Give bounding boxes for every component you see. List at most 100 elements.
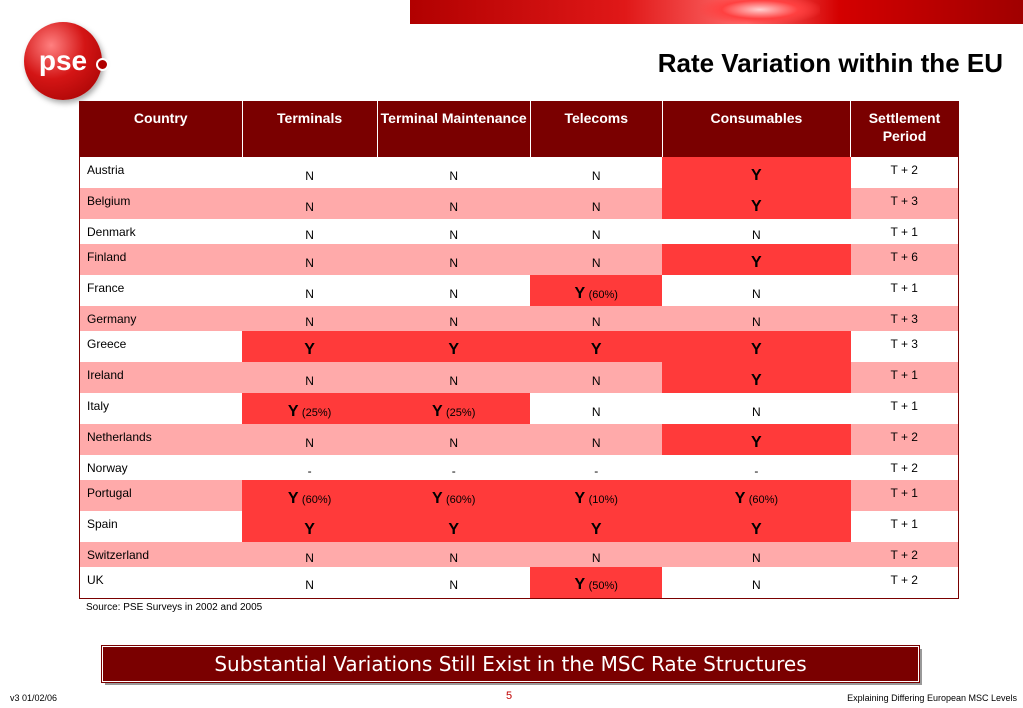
country-cell: Italy	[79, 393, 242, 424]
table-row: France N N Y (60%) N T + 1	[79, 275, 959, 306]
terminals-cell: N	[242, 244, 378, 275]
cell-value: N	[305, 578, 314, 593]
yes-value: Y	[751, 520, 762, 538]
country-cell: Belgium	[79, 188, 242, 219]
cell-value: N	[591, 227, 601, 242]
table-row: Spain Y Y Y Y T + 1	[79, 511, 959, 542]
yes-value: Y	[287, 402, 299, 420]
col-terminals: Terminals	[241, 101, 378, 157]
telecoms-cell: Y	[530, 331, 663, 362]
consumables-cell: Y	[662, 511, 851, 542]
pse-logo: pse	[24, 22, 102, 100]
maintenance-cell: N	[377, 542, 531, 567]
settlement-period-cell: T + 2	[850, 567, 959, 598]
yes-value: Y	[734, 489, 746, 507]
cell-value: N	[449, 550, 459, 565]
settlement-period-cell: T + 1	[850, 511, 959, 542]
cell-value: N	[449, 286, 459, 301]
cell-value: N	[591, 404, 601, 419]
cell-value: N	[752, 550, 761, 565]
table-row: Ireland N N N Y T + 1	[79, 362, 959, 393]
settlement-period-cell: T + 3	[850, 188, 959, 219]
percentage-label: (60%)	[301, 493, 332, 506]
maintenance-cell: N	[377, 362, 531, 393]
telecoms-cell: -	[530, 455, 663, 480]
percentage-label: (25%)	[446, 406, 476, 419]
rate-table: Country Terminals Terminal Maintenance T…	[79, 101, 959, 599]
col-terminal-maintenance: Terminal Maintenance	[376, 101, 531, 157]
terminals-cell: -	[242, 455, 378, 480]
cell-value: N	[752, 404, 761, 419]
terminals-cell: Y	[242, 331, 378, 362]
table-row: Belgium N N N Y T + 3	[79, 188, 959, 219]
country-cell: France	[79, 275, 242, 306]
country-cell: Austria	[79, 157, 242, 188]
cell-value: N	[591, 435, 601, 450]
consumables-cell: Y	[662, 157, 851, 188]
cell-value: N	[752, 578, 761, 593]
table-row: Finland N N N Y T + 6	[79, 244, 959, 275]
cell-value: -	[451, 463, 456, 478]
col-telecoms: Telecoms	[529, 101, 663, 157]
yes-value: Y	[448, 340, 460, 358]
cell-value: N	[449, 578, 459, 593]
footer-caption: Explaining Differing European MSC Levels	[847, 693, 1017, 703]
table-row: Switzerland N N N N T + 2	[79, 542, 959, 567]
settlement-period-cell: T + 1	[850, 275, 959, 306]
yes-value: Y	[432, 489, 443, 507]
settlement-period-cell: T + 2	[850, 424, 959, 455]
settlement-period-cell: T + 1	[850, 480, 959, 511]
maintenance-cell: Y	[377, 331, 531, 362]
table-body: Austria N N N Y T + 2 Belgium N N N Y T + 3 Denmark N…	[79, 157, 959, 598]
consumables-cell: Y	[662, 331, 851, 362]
yes-value: Y	[751, 166, 762, 184]
telecoms-cell: Y (60%)	[530, 275, 663, 306]
source-note: Source: PSE Surveys in 2002 and 2005	[86, 602, 263, 613]
table-row: Portugal Y (60%) Y (60%) Y (10%) Y (60%) T + …	[79, 480, 959, 511]
country-cell: Ireland	[79, 362, 242, 393]
yes-value: Y	[448, 520, 460, 538]
telecoms-cell: Y (10%)	[530, 480, 663, 511]
settlement-period-cell: T + 6	[850, 244, 959, 275]
cell-value: -	[307, 463, 312, 478]
percentage-label: (50%)	[588, 580, 618, 593]
cell-value: N	[449, 199, 459, 214]
percentage-label: (25%)	[301, 406, 332, 419]
maintenance-cell: -	[377, 455, 531, 480]
maintenance-cell: Y (60%)	[377, 480, 531, 511]
cell-value: N	[305, 373, 314, 388]
cell-value: N	[591, 550, 601, 565]
col-country: Country	[79, 101, 242, 157]
percentage-label: (60%)	[446, 493, 476, 506]
table-row: Germany N N N N T + 3	[79, 306, 959, 331]
yes-value: Y	[287, 489, 299, 507]
yes-value: Y	[751, 433, 762, 451]
cell-value: N	[305, 227, 314, 242]
maintenance-cell: N	[377, 424, 531, 455]
cell-value: N	[752, 314, 761, 329]
table-row: Greece Y Y Y Y T + 3	[79, 331, 959, 362]
cell-value: N	[449, 435, 459, 450]
cell-value: N	[449, 168, 459, 183]
cell-value: N	[591, 314, 601, 329]
cell-value: N	[752, 227, 761, 242]
yes-value: Y	[590, 340, 602, 358]
country-cell: Netherlands	[79, 424, 242, 455]
terminals-cell: N	[242, 542, 378, 567]
country-cell: Spain	[79, 511, 242, 542]
country-cell: Switzerland	[79, 542, 242, 567]
consumables-cell: Y (60%)	[662, 480, 851, 511]
consumables-cell: N	[662, 306, 851, 331]
consumables-cell: N	[662, 275, 851, 306]
yes-value: Y	[574, 284, 586, 302]
country-cell: UK	[79, 567, 242, 598]
col-consumables: Consumables	[661, 101, 851, 157]
page-number: 5	[506, 690, 513, 702]
consumables-cell: Y	[662, 424, 851, 455]
telecoms-cell: N	[530, 157, 663, 188]
table-header-row: Country Terminals Terminal Maintenance T…	[79, 101, 959, 157]
terminals-cell: N	[242, 275, 378, 306]
cell-value: N	[591, 255, 601, 270]
country-cell: Denmark	[79, 219, 242, 244]
telecoms-cell: N	[530, 219, 663, 244]
